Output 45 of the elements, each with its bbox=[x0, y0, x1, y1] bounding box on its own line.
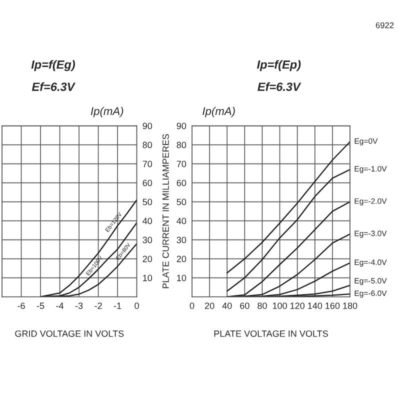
y-tick-label: 20 bbox=[142, 256, 152, 262]
x-tick-label: -3 bbox=[75, 302, 83, 309]
chart-title: Ip=f(Ep) bbox=[256, 60, 301, 72]
x-tick-label: -6 bbox=[18, 302, 25, 309]
x-tick-label: 140 bbox=[308, 302, 322, 309]
y-tick-label: 10 bbox=[143, 274, 152, 282]
y-tick-label: 70 bbox=[142, 160, 152, 168]
x-axis-title: PLATE VOLTAGE IN VOLTS bbox=[214, 330, 328, 337]
chart-subtitle: Ef=6.3V bbox=[32, 82, 76, 91]
x-tick-label: -2 bbox=[94, 302, 102, 309]
x-tick-label: 160 bbox=[326, 302, 340, 309]
y-tick-label: 90 bbox=[176, 122, 186, 130]
x-tick-label: 60 bbox=[240, 302, 250, 309]
x-tick-label: 0 bbox=[134, 302, 139, 309]
y-tick-label: 60 bbox=[176, 180, 186, 186]
y-tick-label: 30 bbox=[142, 236, 152, 244]
x-tick-label: -4 bbox=[56, 302, 64, 309]
y-tick-label: 20 bbox=[176, 256, 186, 262]
y-tick-label: 10 bbox=[177, 274, 186, 282]
y-tick-label: 40 bbox=[176, 218, 186, 224]
y-tick-label: 80 bbox=[142, 142, 152, 148]
text: PLATE CURRENT IN MILLIAMPERES bbox=[162, 134, 169, 288]
x-tick-label: 180 bbox=[343, 302, 358, 309]
text: 6922 bbox=[376, 22, 394, 28]
y-tick-label: 90 bbox=[142, 122, 152, 130]
y-tick-label: 40 bbox=[142, 218, 152, 224]
y-tick-label: 60 bbox=[142, 180, 152, 186]
x-tick-label: 0 bbox=[190, 302, 194, 309]
x-tick-label: 120 bbox=[290, 302, 305, 309]
x-axis-title: GRID VOLTAGE IN VOLTS bbox=[15, 330, 124, 337]
x-tick-label: -1 bbox=[114, 302, 122, 309]
y-axis-title: Ip(mA) bbox=[202, 106, 235, 118]
chart-title: Ip=f(Eg) bbox=[31, 60, 76, 72]
x-tick-label: 80 bbox=[258, 302, 267, 309]
y-axis-title: Ip(mA) bbox=[90, 106, 124, 118]
chart-subtitle: Ef=6.3V bbox=[258, 82, 302, 91]
y-tick-label: 80 bbox=[176, 142, 186, 148]
y-tick-label: 50 bbox=[176, 198, 186, 206]
y-tick-label: 50 bbox=[142, 198, 152, 206]
x-tick-label: 40 bbox=[222, 302, 232, 309]
x-tick-label: -5 bbox=[36, 302, 44, 309]
x-tick-label: 20 bbox=[204, 302, 214, 309]
y-tick-label: 70 bbox=[176, 160, 186, 168]
x-tick-label: 100 bbox=[272, 302, 287, 309]
y-tick-label: 30 bbox=[176, 236, 186, 244]
